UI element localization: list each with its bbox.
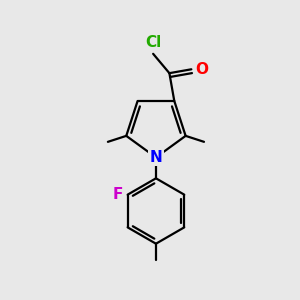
- Text: F: F: [113, 187, 123, 202]
- Text: O: O: [195, 62, 208, 77]
- Text: Cl: Cl: [145, 35, 161, 50]
- Text: N: N: [150, 150, 162, 165]
